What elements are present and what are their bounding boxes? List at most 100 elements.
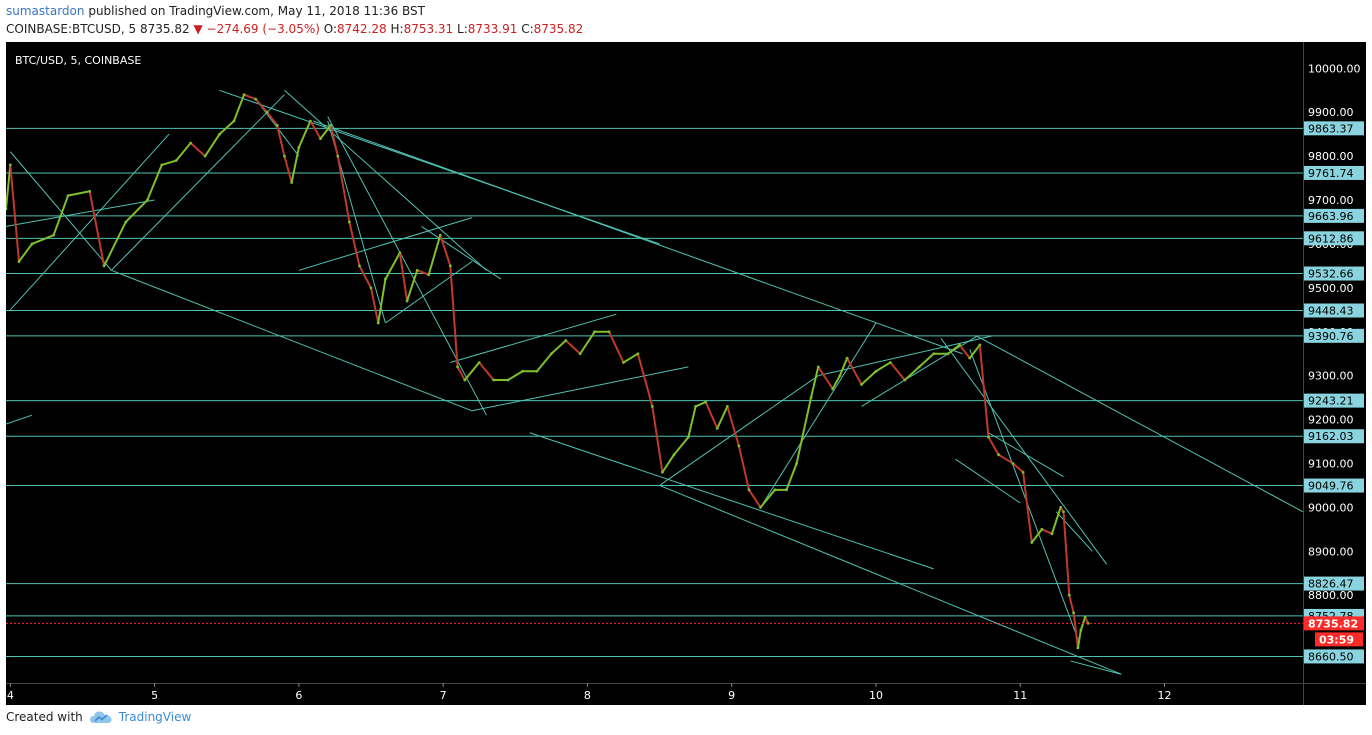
trend-line xyxy=(659,375,819,486)
price-point xyxy=(448,264,452,268)
price-point xyxy=(737,444,741,448)
price-segment xyxy=(52,194,70,237)
y-tick-label: 9000.00 xyxy=(1308,501,1354,514)
price-point xyxy=(1059,505,1063,509)
price-point xyxy=(463,378,467,382)
price-segment xyxy=(1068,594,1075,614)
symbol-label: COINBASE:BTCUSD, 5 xyxy=(6,22,137,36)
price-point xyxy=(102,264,106,268)
price-segment xyxy=(6,163,12,210)
price-segment xyxy=(918,352,935,368)
price-segment xyxy=(903,365,921,382)
price-segment xyxy=(795,396,813,465)
price-segment xyxy=(737,444,750,491)
price-point xyxy=(189,141,193,145)
published-text: published on TradingView.com, May 11, 20… xyxy=(88,4,425,18)
price-segment xyxy=(160,159,178,166)
price-segment xyxy=(550,339,567,355)
price-point xyxy=(747,488,751,492)
price-point xyxy=(549,352,553,356)
price-segment xyxy=(17,242,33,263)
price-segment xyxy=(358,264,373,289)
trend-line xyxy=(940,338,1108,565)
trend-line xyxy=(861,335,978,407)
y-tick-label: 9700.00 xyxy=(1308,194,1354,207)
trend-line xyxy=(969,349,1079,640)
trend-line xyxy=(327,116,487,416)
level-label: 9390.76 xyxy=(1308,330,1354,343)
price-point xyxy=(968,356,972,360)
price-point xyxy=(1076,646,1080,650)
price-point xyxy=(275,124,279,127)
chart-canvas[interactable]: 10000.009900.009800.009700.009600.009500… xyxy=(6,42,1366,705)
trend-line xyxy=(818,335,992,377)
y-tick-label: 9900.00 xyxy=(1308,106,1354,119)
level-label-box xyxy=(1304,328,1364,343)
trend-line xyxy=(219,89,660,245)
price-point xyxy=(405,299,409,303)
price-point xyxy=(687,435,690,439)
price-point xyxy=(987,435,990,439)
price-segment xyxy=(694,401,707,408)
price-point xyxy=(218,132,221,136)
price-point xyxy=(398,251,402,255)
price-segment xyxy=(384,251,401,281)
price-segment xyxy=(661,453,675,474)
price-segment xyxy=(254,98,269,114)
price-point xyxy=(650,405,654,408)
trend-line xyxy=(9,151,112,271)
price-point xyxy=(795,462,799,465)
price-point xyxy=(297,145,301,149)
close-label: C: xyxy=(521,22,534,36)
price-point xyxy=(506,378,510,382)
level-label-box xyxy=(1304,303,1364,318)
countdown-label: 03:59 xyxy=(1319,633,1354,646)
y-tick-label: 9100.00 xyxy=(1308,457,1354,470)
tradingview-link[interactable]: TradingView xyxy=(89,710,191,724)
price-segment xyxy=(329,124,339,158)
price-point xyxy=(1050,532,1054,536)
low-label: L: xyxy=(457,22,468,36)
price-point xyxy=(265,110,269,114)
current-price-tag xyxy=(1304,616,1364,631)
price-point xyxy=(997,453,1000,457)
price-point xyxy=(1040,527,1044,531)
price-segment xyxy=(838,357,849,377)
price-point xyxy=(607,330,611,334)
price-point xyxy=(174,159,178,162)
cloud-logo-icon xyxy=(89,711,112,723)
price-point xyxy=(661,470,664,474)
level-label: 9863.37 xyxy=(1308,122,1354,135)
trend-line xyxy=(471,366,689,412)
price-segment xyxy=(124,199,149,224)
level-label-box xyxy=(1304,266,1364,281)
last-price: 8735.82 xyxy=(140,22,190,36)
price-point xyxy=(694,405,698,408)
y-tick-label: 9800.00 xyxy=(1308,150,1354,163)
level-label: 9761.74 xyxy=(1308,167,1354,180)
price-segment xyxy=(88,190,106,267)
price-segment xyxy=(290,146,300,184)
price-segment xyxy=(1072,611,1079,649)
down-arrow-icon: ▼ xyxy=(193,22,203,36)
price-segment xyxy=(889,361,906,382)
y-tick-label: 8900.00 xyxy=(1308,545,1354,558)
level-label: 9663.96 xyxy=(1308,210,1354,223)
price-point xyxy=(564,339,568,342)
price-segment xyxy=(846,357,863,386)
trend-line xyxy=(313,120,963,355)
price-segment xyxy=(30,234,55,245)
price-point xyxy=(336,154,340,158)
publish-header: sumastardon published on TradingView.com… xyxy=(6,4,425,18)
price-point xyxy=(958,343,962,347)
price-point xyxy=(773,488,777,492)
price-chart[interactable]: 10000.009900.009800.009700.009600.009500… xyxy=(6,42,1366,705)
author-link[interactable]: sumastardon xyxy=(6,4,85,18)
price-point xyxy=(831,387,835,391)
price-point xyxy=(704,400,708,404)
price-point xyxy=(917,365,921,369)
price-segment xyxy=(997,453,1015,465)
trend-line xyxy=(1070,660,1122,675)
x-tick-label: 12 xyxy=(1157,689,1171,702)
x-tick-label: 9 xyxy=(728,689,735,702)
